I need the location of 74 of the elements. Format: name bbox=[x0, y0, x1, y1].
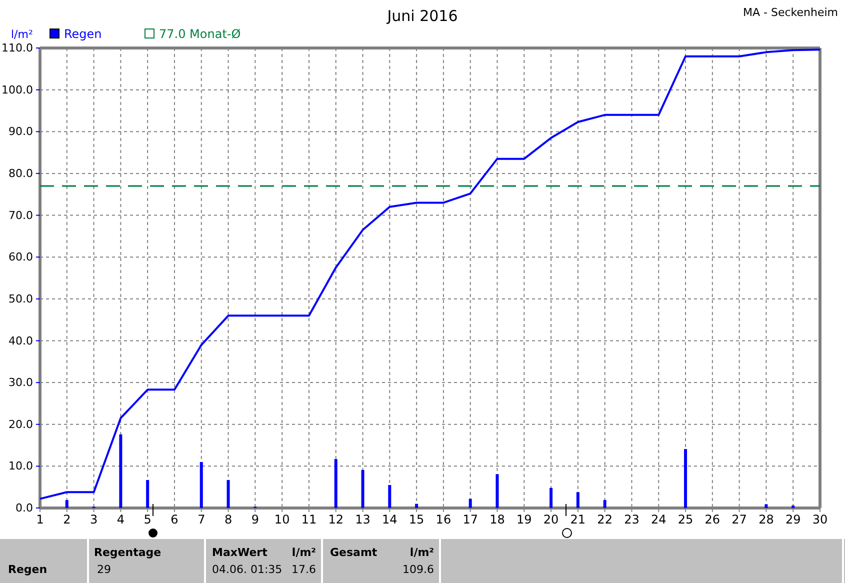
text: MaxWert bbox=[212, 546, 268, 559]
bar bbox=[65, 500, 68, 508]
x-tick-label: 18 bbox=[490, 512, 505, 527]
bar bbox=[764, 504, 768, 508]
text: Regentage bbox=[94, 546, 162, 559]
x-tick-label: 2 bbox=[63, 512, 71, 527]
legend-label: Regen bbox=[64, 27, 102, 41]
bar bbox=[146, 480, 150, 508]
x-tick-label: 15 bbox=[408, 512, 424, 527]
text: l/m² bbox=[292, 546, 316, 559]
x-tick-label: 11 bbox=[301, 512, 317, 527]
bar bbox=[388, 485, 392, 508]
text: 04.06. 01:35 bbox=[212, 563, 282, 576]
bar bbox=[361, 470, 364, 508]
bar bbox=[576, 492, 580, 508]
x-tick-label: 6 bbox=[170, 512, 178, 527]
x-tick-label: 14 bbox=[382, 512, 398, 527]
bar bbox=[603, 500, 606, 508]
x-tick-label: 30 bbox=[812, 512, 828, 527]
x-tick-label: 27 bbox=[732, 512, 747, 527]
x-tick-label: 20 bbox=[543, 512, 559, 527]
y-axis-title: l/m² bbox=[11, 28, 33, 41]
bar bbox=[468, 498, 472, 508]
y-tick-label: 50.0 bbox=[8, 292, 33, 306]
x-tick-label: 3 bbox=[90, 512, 98, 527]
x-tick-label: 4 bbox=[116, 512, 125, 527]
y-tick-label: 0.0 bbox=[16, 502, 33, 515]
text: l/m² bbox=[410, 546, 434, 559]
x-tick-label: 12 bbox=[328, 512, 344, 527]
x-tick-label: 8 bbox=[224, 512, 232, 527]
x-tick-label: 25 bbox=[678, 512, 694, 527]
text: 29 bbox=[97, 563, 111, 576]
x-tick-label: 28 bbox=[758, 512, 774, 527]
x-tick-label: 24 bbox=[650, 512, 666, 527]
bar bbox=[200, 462, 203, 508]
text: MA - Seckenheim bbox=[742, 6, 838, 19]
y-tick-label: 110.0 bbox=[2, 42, 33, 55]
x-tick-label: 21 bbox=[570, 512, 586, 527]
y-tick-label: 90.0 bbox=[8, 125, 33, 138]
y-tick-label: 30.0 bbox=[8, 376, 33, 390]
x-tick-label: 9 bbox=[251, 512, 259, 527]
text: 17.6 bbox=[292, 563, 316, 576]
bar bbox=[496, 474, 499, 508]
x-tick-label: 19 bbox=[516, 512, 532, 527]
x-tick-label: 5 bbox=[144, 512, 152, 527]
legend-label: 77.0 Monat-Ø bbox=[159, 27, 241, 41]
text: 109.6 bbox=[402, 563, 434, 576]
bar bbox=[334, 459, 338, 508]
text: Gesamt bbox=[330, 546, 378, 559]
x-tick-label: 26 bbox=[704, 512, 720, 527]
x-tick-label: 22 bbox=[597, 512, 612, 527]
bar bbox=[415, 504, 418, 508]
chart-title: Juni 2016 bbox=[386, 7, 458, 25]
y-tick-label: 80.0 bbox=[8, 166, 33, 180]
y-tick-label: 40.0 bbox=[8, 334, 33, 348]
y-tick-label: 100.0 bbox=[2, 83, 33, 96]
y-tick-label: 20.0 bbox=[8, 418, 33, 431]
bar bbox=[684, 449, 688, 508]
x-tick-label: 10 bbox=[274, 512, 290, 527]
x-tick-label: 29 bbox=[785, 512, 801, 527]
bar bbox=[119, 434, 122, 508]
x-tick-label: 16 bbox=[436, 512, 452, 527]
x-tick-label: 7 bbox=[198, 512, 206, 527]
x-tick-label: 1 bbox=[36, 512, 44, 527]
bar bbox=[226, 480, 230, 508]
bar bbox=[550, 488, 553, 508]
x-tick-label: 23 bbox=[624, 512, 640, 527]
x-tick-label: 13 bbox=[355, 512, 370, 527]
x-tick-label: 17 bbox=[462, 512, 478, 527]
y-tick-label: 10.0 bbox=[8, 460, 33, 473]
y-tick-label: 60.0 bbox=[8, 250, 33, 264]
bar bbox=[792, 505, 795, 508]
y-tick-label: 70.0 bbox=[8, 208, 33, 222]
text: Regen bbox=[8, 563, 48, 576]
